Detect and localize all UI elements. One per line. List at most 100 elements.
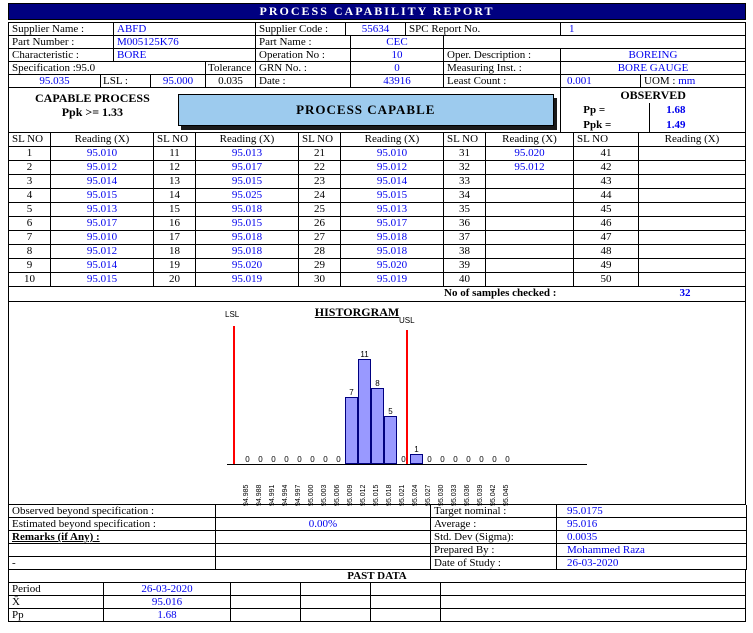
slno-column-header: SL NO [9,133,51,147]
empty-cell [441,596,746,609]
bar-value-label: 0 [479,455,484,464]
empty-cell [371,609,441,622]
report-title: PROCESS CAPABILITY REPORT [8,3,746,20]
characteristic-value: BORE [114,49,256,62]
reading-cell [639,189,746,203]
x-axis-tick-label: 95.006 [334,484,341,506]
bar-value-label: 0 [453,455,458,464]
reading-cell [486,175,574,189]
part-name-label: Part Name : [256,36,351,49]
part-name-value: CEC [351,36,444,49]
operation-no-value: 10 [351,49,444,62]
reading-cell: 95.010 [51,147,154,161]
x-axis-tick-label: 95.027 [425,484,432,506]
reading-cell [486,245,574,259]
x-axis-tick-label: 95.009 [347,484,354,506]
reading-column-header: Reading (X) [486,133,574,147]
slno-cell: 42 [574,161,639,175]
x-axis-line [227,464,587,465]
uom-value: mm [678,75,696,87]
histogram-bin: 1 [410,322,423,464]
reading-cell: 95.012 [486,161,574,175]
slno-cell: 37 [444,231,486,245]
slno-cell: 3 [9,175,51,189]
histogram-bin: 0 [267,322,280,464]
std-dev-label: Std. Dev (Sigma): [431,531,557,544]
histogram-bin: 0 [488,322,501,464]
reading-cell [639,147,746,161]
reading-cell [486,273,574,287]
reading-cell [486,189,574,203]
x-axis-tick-label: 95.003 [321,484,328,506]
ppk-value: 1.49 [649,118,745,133]
supplier-code-label: Supplier Code : [256,23,346,36]
histogram-bin: 8 [371,322,384,464]
histogram-bar [410,454,423,464]
observed-beyond-value [216,505,431,518]
readings-header-row: SL NO Reading (X) SL NO Reading (X) SL NO Rea… [9,133,746,147]
reading-cell: 95.015 [51,189,154,203]
x-axis-tick-label: 95.036 [464,484,471,506]
grn-no-value: 0 [351,62,444,75]
past-row-label: X̄ [9,596,104,609]
slno-cell: 50 [574,273,639,287]
readings-row: 7 95.010 17 95.018 27 95.018 37 47 [9,231,746,245]
histogram-bin: 0 [423,322,436,464]
slno-cell: 20 [154,273,196,287]
slno-cell: 17 [154,231,196,245]
ppk-label: Ppk = [583,119,612,131]
x-axis-tick-label: 94.991 [269,484,276,506]
slno-cell: 30 [299,273,341,287]
spc-report-no-value: 1 [561,23,746,36]
reading-cell [639,175,746,189]
x-axis-tick-label: 95.012 [360,484,367,506]
slno-cell: 13 [154,175,196,189]
slno-cell: 14 [154,189,196,203]
x-axis-tick-label: 95.042 [490,484,497,506]
reading-column-header: Reading (X) [196,133,299,147]
x-axis-tick-label: 95.033 [451,484,458,506]
operation-no-label: Operation No : [256,49,351,62]
x-axis-tick-label: 95.015 [373,484,380,506]
reading-cell: 95.020 [196,259,299,273]
empty-cell [441,609,746,622]
least-count-value: 0.001 [561,75,641,88]
capability-section: CAPABLE PROCESS Ppk >= 1.33 PROCESS CAPA… [8,88,746,133]
slno-cell: 4 [9,189,51,203]
slno-column-header: SL NO [574,133,639,147]
reading-cell [639,259,746,273]
part-number-value: M005125K76 [114,36,256,49]
specification-label: Specification :95.0 [9,62,206,75]
characteristic-label: Characteristic : [9,49,114,62]
slno-cell: 6 [9,217,51,231]
tolerance-label: Tolerance [206,62,256,75]
reading-cell [639,161,746,175]
bar-value-label: 0 [310,455,315,464]
estimated-beyond-label: Estimated beyond specification : [9,518,216,531]
slno-cell: 21 [299,147,341,161]
oper-description-label: Oper. Description : [444,49,561,62]
bar-value-label: 0 [258,455,263,464]
date-label: Date : [256,75,351,88]
past-row-label: Period [9,583,104,596]
uom-label: UOM : [644,75,676,87]
bar-value-label: 0 [492,455,497,464]
pp-value: 1.68 [649,103,745,118]
slno-cell: 2 [9,161,51,175]
histogram-bar [371,388,384,464]
reading-cell [639,245,746,259]
summary-left: Observed beyond specification : Estimate… [9,505,431,570]
bar-value-label: 11 [360,350,369,359]
least-count-label: Least Count : [444,75,561,88]
histogram-bin: 0 [449,322,462,464]
grn-no-label: GRN No. : [256,62,351,75]
reading-cell: 95.015 [341,189,444,203]
past-row-value: 95.016 [104,596,231,609]
histogram-ticks: 94.985 94.988 94.991 94.994 94.997 95.000 95.0… [241,466,514,506]
reading-cell: 95.015 [51,273,154,287]
empty-cell [231,596,301,609]
slno-cell: 35 [444,203,486,217]
slno-cell: 31 [444,147,486,161]
bar-value-label: 0 [284,455,289,464]
reading-cell: 95.018 [196,245,299,259]
